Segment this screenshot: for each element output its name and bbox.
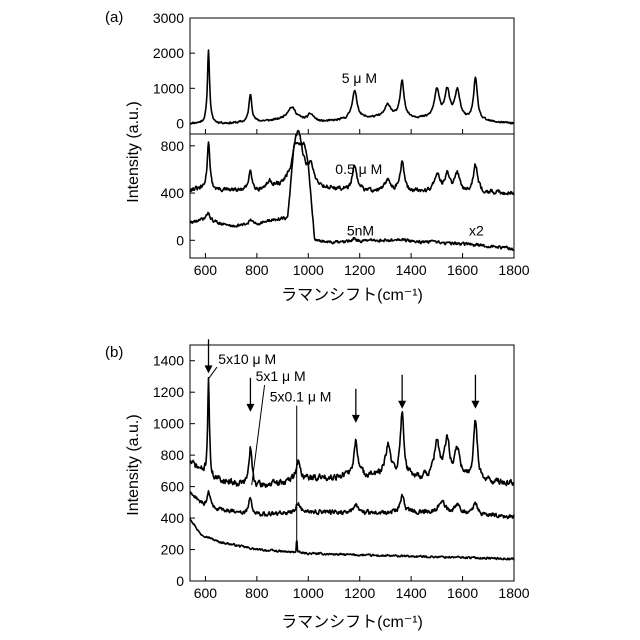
panel-b-x-axis-label: ラマンシフト(cm⁻¹)	[281, 614, 423, 631]
raman-figure: (a) 01000200030005 μ M 60080010001200140…	[0, 0, 640, 640]
panel-b-y-tick-label: 400	[161, 510, 185, 526]
scale-label-x2: x2	[469, 223, 484, 239]
peak-arrowhead-icon	[352, 415, 360, 423]
panel-a-top-y-tick-label: 0	[176, 115, 184, 131]
panel-a-bottom-plot: 600 800 1000 1200 1400 1600 1800 0 400 800 0.5 μ M…	[161, 131, 530, 278]
series-label-5x1uM: 5x1 μ M	[256, 368, 306, 384]
panel-a-top-y-tick-label: 3000	[153, 10, 184, 26]
peak-arrowhead-icon	[205, 365, 213, 373]
panel-b-y-tick-label: 600	[161, 479, 185, 495]
panel-b-series	[190, 519, 514, 560]
panel-b-y-tick-label: 0	[176, 573, 184, 589]
series-label-5x10uM: 5x10 μ M	[218, 351, 276, 367]
panel-a-bottom-x-tick-label: 600	[194, 262, 218, 278]
series-label-5uM: 5 μ M	[342, 70, 377, 86]
panel-b-x-tick-label: 1000	[293, 585, 324, 601]
peak-arrowhead-icon	[398, 401, 406, 409]
series-label-5x0.1uM: 5x0.1 μ M	[270, 389, 332, 405]
panel-a-bottom-x-tick-label: 1000	[293, 262, 324, 278]
panel-b-y-tick-label: 1400	[153, 353, 184, 369]
panel-a-bottom-x-tick-label: 1400	[396, 262, 427, 278]
panel-a-bottom-y-tick-label: 800	[161, 138, 185, 154]
panel-b-x-tick-label: 600	[194, 585, 218, 601]
panel-a-top-series	[190, 50, 514, 124]
panel-a-top-y-tick-label: 2000	[153, 45, 184, 61]
panel-b-y-tick-label: 800	[161, 447, 185, 463]
panel-b-y-tick-label: 1000	[153, 416, 184, 432]
panel-b-x-tick-label: 800	[245, 585, 269, 601]
leader-line-5x1uM	[252, 385, 265, 485]
panel-b-y-axis-label: Intensity (a.u.)	[125, 414, 142, 515]
panel-a-top-plot: 0 1000 2000 3000 5 μ M	[153, 10, 514, 134]
panel-b-label: (b)	[105, 344, 123, 361]
peak-arrowhead-icon	[246, 404, 254, 412]
panel-b-y-tick-label: 200	[161, 542, 185, 558]
panel-b-plot: 600 800 1000 1200 1400 1600 1800 0 200 400 600 800 1…	[153, 339, 530, 601]
panel-a: (a) 0 1000 2000 3000 5 μ M 600 800 1000 1200 140…	[105, 9, 530, 304]
panel-b-x-tick-label: 1800	[498, 585, 529, 601]
panel-a-label: (a)	[105, 9, 123, 26]
panel-b-x-tick-label: 1400	[396, 585, 427, 601]
panel-b-series	[190, 378, 514, 487]
panel-b-x-tick-label: 1200	[344, 585, 375, 601]
panel-a-bottom-x-tick-label: 1800	[498, 262, 529, 278]
panel-a-bottom-x-tick-label: 800	[245, 262, 269, 278]
panel-b-x-tick-label: 1600	[447, 585, 478, 601]
panel-a-x-axis-label: ラマンシフト(cm⁻¹)	[281, 287, 423, 304]
panel-b-series	[190, 491, 514, 519]
panel-a-bottom-x-tick-label: 1600	[447, 262, 478, 278]
panel-a-top-y-tick-label: 1000	[153, 80, 184, 96]
series-label-5nM: 5nM	[347, 223, 374, 239]
panel-a-bottom-y-tick-label: 0	[176, 232, 184, 248]
panel-a-y-axis-label: Intensity (a.u.)	[125, 101, 142, 202]
peak-arrowhead-icon	[471, 401, 479, 409]
panel-b: (b) 600800100012001400160018000200400600…	[105, 339, 530, 631]
panel-b-y-tick-label: 1200	[153, 384, 184, 400]
series-label-0.5uM: 0.5 μ M	[335, 161, 382, 177]
panel-a-bottom-x-tick-label: 1200	[344, 262, 375, 278]
panel-a-bottom-y-tick-label: 400	[161, 185, 185, 201]
